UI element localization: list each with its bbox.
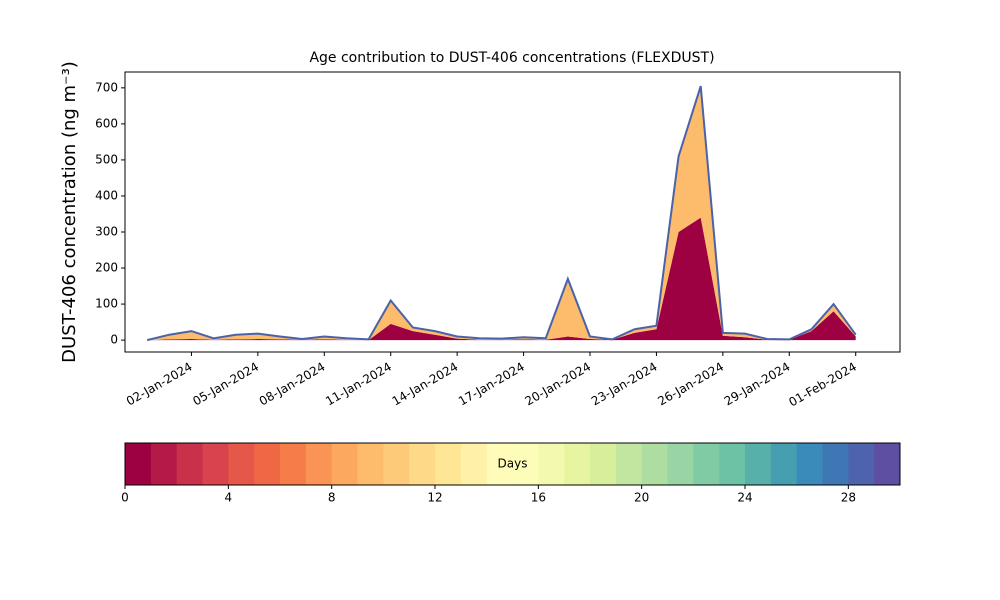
color-bin <box>409 443 436 485</box>
area <box>147 86 856 341</box>
colorbar-frame <box>124 442 901 486</box>
color-bin <box>745 443 772 485</box>
color-bin <box>848 443 875 485</box>
area <box>147 217 856 341</box>
color-bin <box>305 443 333 485</box>
x-tick-label: 17-Jan-2024 <box>456 360 527 409</box>
color-bin <box>435 443 462 485</box>
color-bin <box>150 443 178 485</box>
color-bin <box>254 443 281 485</box>
color-bin <box>202 443 229 485</box>
color-bin <box>125 443 152 485</box>
color-bin <box>667 443 694 485</box>
color-bin <box>176 443 203 485</box>
color-bin <box>228 443 255 485</box>
y-tick-label: 600 <box>95 116 118 130</box>
colorbar-label: Days <box>498 457 528 471</box>
color-bin <box>486 443 513 485</box>
color-bin <box>331 443 358 485</box>
x-tick-label: 20 <box>634 491 649 505</box>
y-tick-label: 700 <box>95 80 118 94</box>
total-line <box>146 85 857 342</box>
y-tick-label: 300 <box>95 225 118 239</box>
color-bin <box>615 443 643 485</box>
color-bin <box>719 443 746 485</box>
x-tick-label: 8 <box>328 491 336 505</box>
color-bin <box>770 443 798 485</box>
plot-frame <box>124 71 901 353</box>
x-tick-label: 26-Jan-2024 <box>655 360 726 409</box>
x-tick-label: 20-Jan-2024 <box>522 360 593 409</box>
x-tick-label: 23-Jan-2024 <box>589 360 660 409</box>
x-tick-label: 4 <box>225 491 233 505</box>
y-tick-label: 200 <box>95 261 118 275</box>
color-bin <box>538 443 565 485</box>
x-tick-label: 08-Jan-2024 <box>257 360 328 409</box>
y-axis-label: DUST-406 concentration (ng m⁻³) <box>59 61 80 363</box>
x-tick-label: 01-Feb-2024 <box>786 360 859 410</box>
x-tick-label: 16 <box>531 491 546 505</box>
color-bin <box>280 443 307 485</box>
color-bin <box>564 443 591 485</box>
color-bin <box>383 443 410 485</box>
color-bin <box>874 443 901 485</box>
color-bin <box>460 443 488 485</box>
color-bin <box>357 443 384 485</box>
y-tick-label: 100 <box>95 297 118 311</box>
color-bin <box>822 443 849 485</box>
x-tick-label: 14-Jan-2024 <box>390 360 461 409</box>
x-tick-label: 05-Jan-2024 <box>190 360 261 409</box>
y-tick-label: 400 <box>95 188 118 202</box>
color-bin <box>796 443 823 485</box>
x-tick-label: 0 <box>121 491 129 505</box>
x-tick-label: 02-Jan-2024 <box>124 360 195 409</box>
x-tick-label: 12 <box>427 491 442 505</box>
y-tick-label: 0 <box>110 333 118 347</box>
color-bin <box>693 443 720 485</box>
x-tick-label: 28 <box>841 491 856 505</box>
x-tick-label: 24 <box>737 491 752 505</box>
chart-title: Age contribution to DUST-406 concentrati… <box>309 50 714 66</box>
color-bin <box>641 443 668 485</box>
x-tick-label: 11-Jan-2024 <box>323 360 394 409</box>
y-tick-label: 500 <box>95 152 118 166</box>
x-tick-label: 29-Jan-2024 <box>722 360 793 409</box>
color-bin <box>590 443 617 485</box>
color-bin <box>512 443 539 485</box>
